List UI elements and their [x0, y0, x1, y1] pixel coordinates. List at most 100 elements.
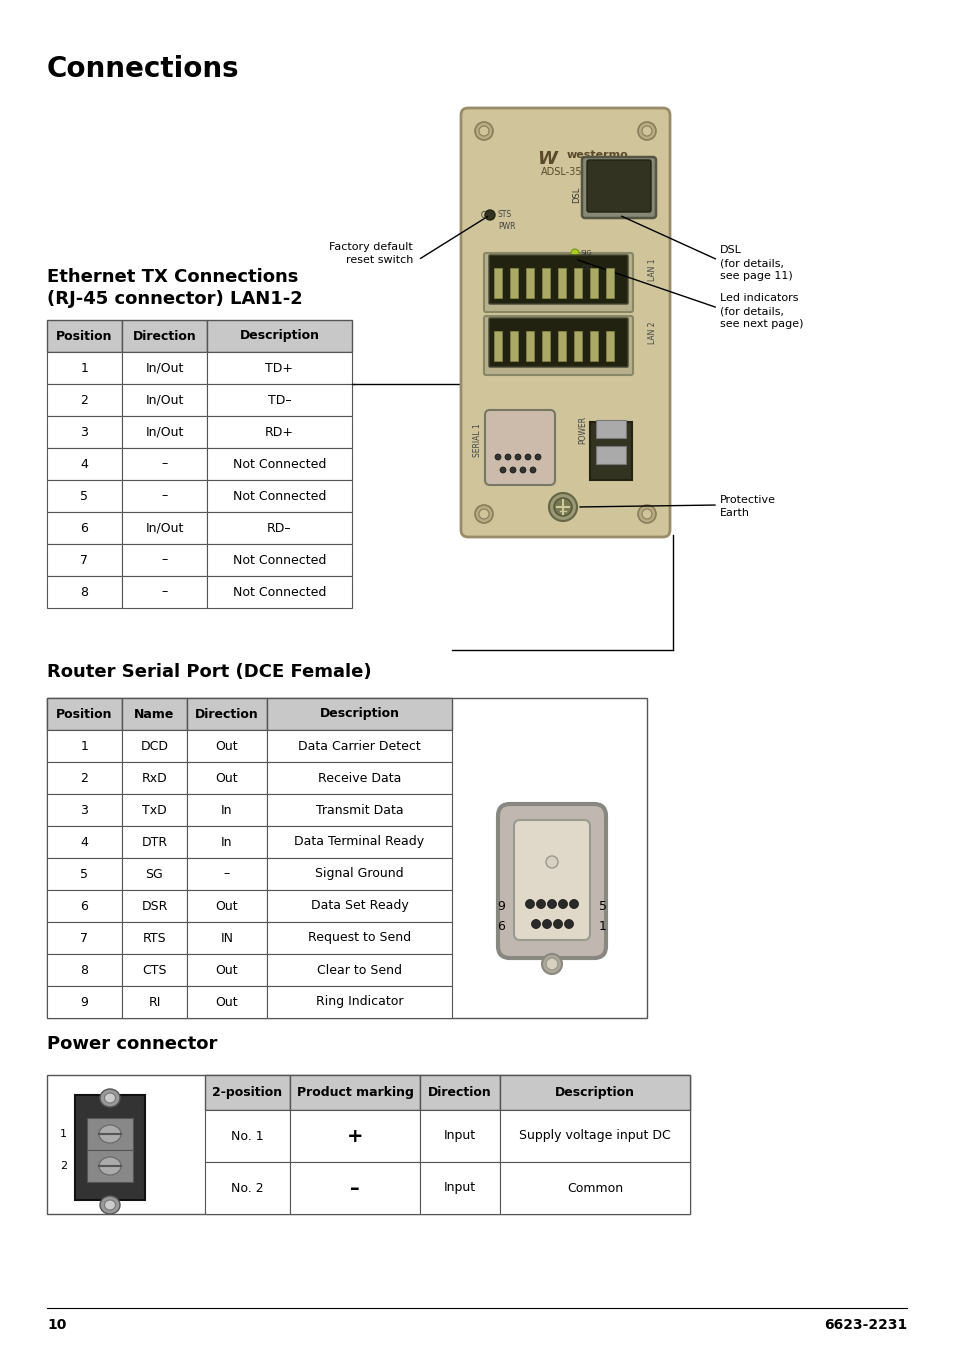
- Text: Not Connected: Not Connected: [233, 554, 326, 566]
- Text: Ethernet TX Connections: Ethernet TX Connections: [47, 268, 298, 286]
- Bar: [541, 268, 550, 298]
- Circle shape: [548, 493, 577, 521]
- FancyBboxPatch shape: [586, 160, 650, 213]
- Text: 4: 4: [80, 458, 89, 470]
- FancyBboxPatch shape: [581, 157, 656, 218]
- Bar: [47, 512, 122, 544]
- Text: Power connector: Power connector: [47, 1034, 217, 1053]
- Bar: [122, 481, 207, 512]
- Bar: [47, 793, 122, 826]
- Circle shape: [553, 919, 562, 929]
- Bar: [187, 922, 267, 955]
- FancyBboxPatch shape: [497, 804, 605, 959]
- Bar: [47, 922, 122, 955]
- Text: DTR: DTR: [141, 835, 168, 849]
- Text: 3: 3: [80, 803, 89, 816]
- Text: TxD: TxD: [142, 803, 167, 816]
- Circle shape: [535, 454, 540, 460]
- Text: 2: 2: [80, 394, 89, 406]
- Bar: [589, 330, 598, 362]
- Bar: [558, 268, 565, 298]
- Text: Data Terminal Ready: Data Terminal Ready: [294, 835, 424, 849]
- Text: Led indicators
(for details,
see next page): Led indicators (for details, see next pa…: [720, 292, 802, 329]
- Text: SIG: SIG: [580, 250, 592, 256]
- Ellipse shape: [105, 1200, 115, 1210]
- Text: DCD: DCD: [140, 739, 169, 753]
- Bar: [122, 385, 207, 416]
- Text: W: W: [537, 150, 557, 168]
- Bar: [47, 762, 122, 793]
- Bar: [205, 1162, 290, 1215]
- Bar: [47, 826, 122, 858]
- Bar: [574, 268, 581, 298]
- Bar: [187, 955, 267, 986]
- Bar: [419, 1110, 499, 1162]
- Bar: [47, 352, 122, 385]
- Text: In: In: [221, 803, 233, 816]
- Bar: [122, 793, 187, 826]
- FancyBboxPatch shape: [489, 255, 627, 305]
- Circle shape: [478, 126, 489, 135]
- Text: –: –: [224, 868, 230, 880]
- Text: Data Carrier Detect: Data Carrier Detect: [297, 739, 420, 753]
- Bar: [122, 544, 207, 575]
- Bar: [605, 268, 614, 298]
- Text: In/Out: In/Out: [145, 425, 184, 439]
- Bar: [122, 575, 207, 608]
- Text: 9: 9: [497, 899, 504, 913]
- Text: 3: 3: [80, 425, 89, 439]
- Bar: [510, 268, 517, 298]
- Text: westermo: westermo: [566, 150, 628, 160]
- Circle shape: [478, 509, 489, 519]
- Circle shape: [571, 249, 578, 257]
- Text: Router Serial Port (DCE Female): Router Serial Port (DCE Female): [47, 663, 372, 681]
- Bar: [267, 955, 452, 986]
- Circle shape: [536, 899, 545, 909]
- Circle shape: [641, 126, 651, 135]
- Text: Protective
Earth: Protective Earth: [720, 496, 775, 519]
- Bar: [47, 481, 122, 512]
- FancyBboxPatch shape: [483, 253, 633, 311]
- Bar: [207, 448, 352, 481]
- Text: CTS: CTS: [142, 964, 167, 976]
- Bar: [122, 730, 187, 762]
- Text: SG: SG: [146, 868, 163, 880]
- Bar: [187, 858, 267, 890]
- Text: Input: Input: [443, 1182, 476, 1194]
- Bar: [596, 445, 625, 464]
- Circle shape: [638, 122, 656, 139]
- Bar: [47, 986, 122, 1018]
- Bar: [122, 699, 187, 730]
- Text: Out: Out: [215, 739, 238, 753]
- Bar: [419, 1075, 499, 1110]
- Bar: [122, 512, 207, 544]
- Bar: [47, 416, 122, 448]
- Text: STS: STS: [497, 210, 512, 219]
- Bar: [419, 1162, 499, 1215]
- Bar: [122, 448, 207, 481]
- Bar: [122, 826, 187, 858]
- Bar: [47, 1075, 689, 1215]
- Circle shape: [484, 210, 495, 219]
- Circle shape: [504, 454, 511, 460]
- Ellipse shape: [105, 1093, 115, 1104]
- Text: Receive Data: Receive Data: [317, 772, 401, 784]
- Text: No. 1: No. 1: [231, 1129, 264, 1143]
- Text: 1: 1: [60, 1129, 67, 1139]
- Text: 1: 1: [598, 919, 606, 933]
- Bar: [494, 330, 501, 362]
- Text: In: In: [221, 835, 233, 849]
- Text: 6623-2231: 6623-2231: [822, 1317, 906, 1332]
- Bar: [574, 330, 581, 362]
- Text: 6: 6: [80, 521, 89, 535]
- Bar: [47, 544, 122, 575]
- Bar: [207, 575, 352, 608]
- Bar: [589, 422, 631, 481]
- Bar: [267, 699, 452, 730]
- Text: In/Out: In/Out: [145, 521, 184, 535]
- FancyBboxPatch shape: [484, 410, 555, 485]
- Text: –: –: [161, 458, 168, 470]
- Text: 1: 1: [80, 362, 89, 375]
- Bar: [499, 1110, 689, 1162]
- Bar: [47, 858, 122, 890]
